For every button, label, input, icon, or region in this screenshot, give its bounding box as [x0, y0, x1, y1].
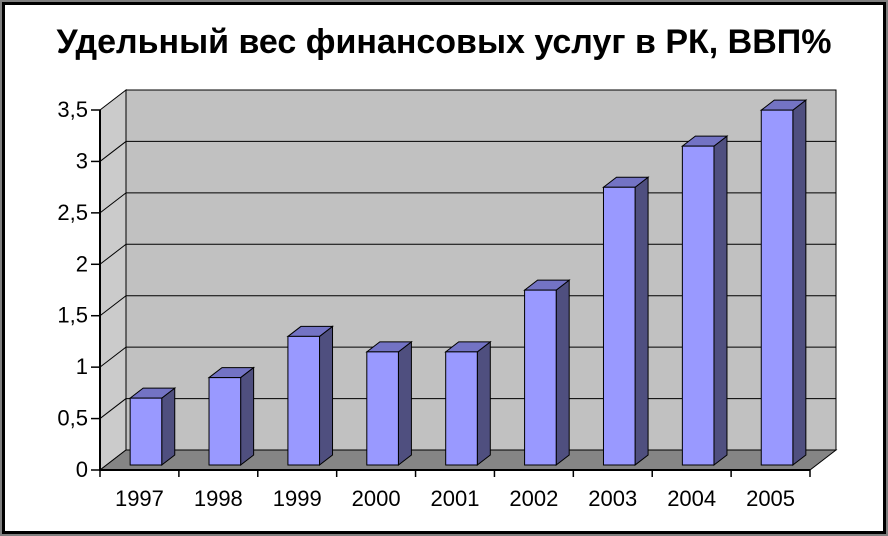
- gridline-side: [99, 346, 127, 368]
- x-tick-label: 2004: [667, 486, 716, 511]
- bar-2001: [444, 340, 492, 467]
- chart-title: Удельный вес финансовых услуг в РК, ВВП%: [57, 23, 832, 61]
- x-tick-label: 1998: [194, 486, 243, 511]
- gridline-side: [99, 243, 127, 265]
- y-tick-label: 2,5: [57, 200, 88, 225]
- bar-side-face: [792, 99, 807, 467]
- x-tick-label: 2000: [352, 486, 401, 511]
- plot-area-3d: 0 0,5 1 1,5 2 2,5 3 3,5 1997 1998 1999 2000 2001 2002…: [57, 88, 838, 511]
- y-tick-label: 1: [76, 354, 88, 379]
- y-tick-label: 3: [76, 148, 88, 173]
- bar-2004: [680, 135, 729, 467]
- x-tick-label: 1999: [273, 486, 322, 511]
- bar-2000: [365, 340, 413, 467]
- bar-2005: [759, 99, 808, 467]
- bar-front-face: [602, 186, 636, 466]
- gridline-side: [99, 398, 127, 419]
- bar-1998: [207, 366, 256, 467]
- bar-front-face: [681, 145, 715, 466]
- y-tick-label: 3,5: [57, 97, 88, 122]
- bar-side-face: [555, 279, 570, 467]
- bar-front-face: [208, 377, 242, 466]
- bar-front-face: [524, 289, 557, 466]
- bar-side-face: [476, 340, 491, 467]
- gridline-side: [99, 295, 127, 317]
- side-wall: [99, 88, 127, 472]
- bar-side-face: [161, 387, 176, 467]
- bar-2002: [523, 279, 571, 467]
- y-tick-label: 1,5: [57, 303, 88, 328]
- x-tick-label: 2002: [509, 486, 558, 511]
- bar-front-face: [366, 351, 399, 466]
- x-tick-label: 2005: [746, 486, 795, 511]
- bar-1999: [286, 325, 334, 467]
- gridline-side: [99, 192, 127, 214]
- bar-side-face: [397, 340, 412, 467]
- y-tick-label: 2: [76, 251, 88, 276]
- bar-2003: [602, 176, 650, 467]
- gridline-side: [99, 141, 127, 162]
- x-tick-label: 2003: [588, 486, 637, 511]
- bar-front-face: [129, 397, 163, 466]
- y-tick-label: 0: [76, 457, 88, 482]
- bar-side-face: [634, 176, 649, 467]
- x-tick-label: 1997: [115, 486, 164, 511]
- x-tick-label: 2001: [431, 486, 480, 511]
- bar-side-face: [319, 325, 334, 467]
- bar-front-face: [287, 335, 321, 466]
- y-tick-label: 0,5: [57, 406, 88, 431]
- bar-side-face: [240, 366, 255, 467]
- bar-front-face: [445, 351, 478, 466]
- bar-1997: [128, 387, 177, 467]
- bar-front-face: [760, 109, 794, 466]
- bar-side-face: [713, 135, 728, 467]
